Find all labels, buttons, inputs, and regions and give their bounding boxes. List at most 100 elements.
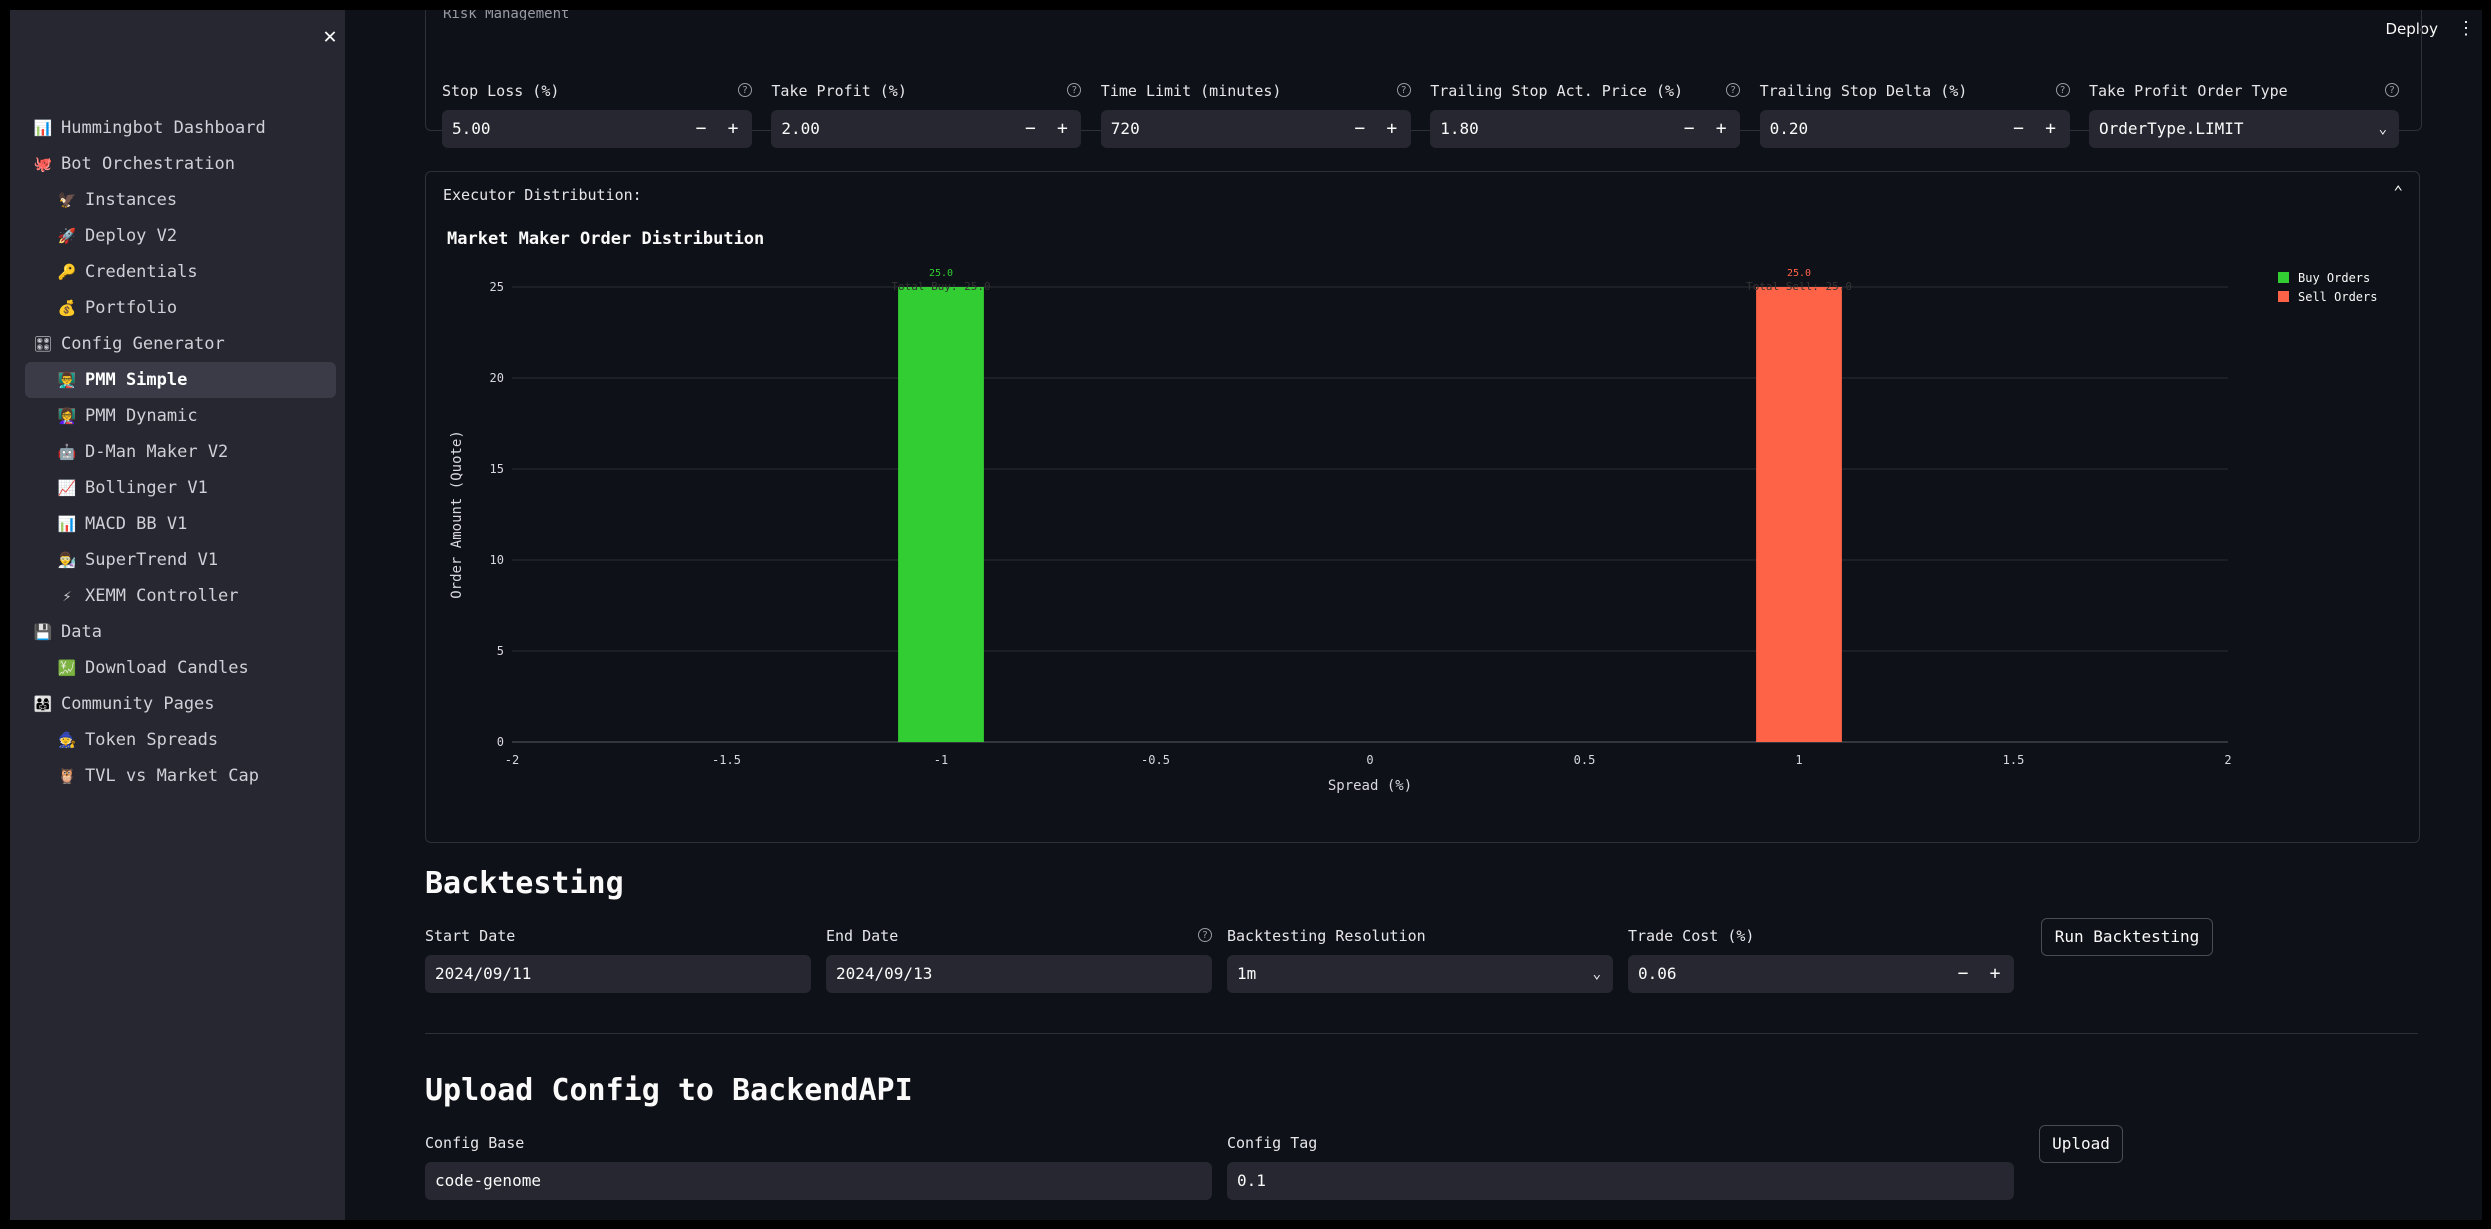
take-profit-order-type-value: OrderType.LIMIT [2099,119,2244,138]
sidebar-item-deploy-v2[interactable]: 🚀 Deploy V2 [25,218,336,254]
x-tick-label: 0 [1366,753,1373,767]
control-knobs-icon: 🎛 [33,335,53,353]
y-tick-label: 0 [497,735,504,749]
collapse-chevron-icon[interactable]: ⌃ [2393,182,2403,201]
rocket-icon: 🚀 [57,227,77,245]
sidebar-item-d-man-maker-v2[interactable]: 🤖 D-Man Maker V2 [25,434,336,470]
trade-cost-label: Trade Cost (%) [1628,927,1755,945]
chart-yen-icon: 💹 [57,659,77,677]
run-backtesting-button[interactable]: Run Backtesting [2041,918,2213,956]
increment-button[interactable]: + [1056,118,1068,139]
sidebar: ✕ 📊 Hummingbot Dashboard 🐙 Bot Orchestratio… [10,10,345,1220]
trailing-stop-act-price-field: Trailing Stop Act. Price (%)? 1.80 − + [1430,80,1741,148]
decrement-button[interactable]: − [695,118,707,139]
decrement-button[interactable]: − [2013,118,2025,139]
help-icon[interactable]: ? [2385,83,2399,97]
sidebar-item-label: Download Candles [85,658,249,678]
sidebar-item-label: Data [61,622,102,642]
sidebar-item-xemm-controller[interactable]: ⚡ XEMM Controller [25,578,336,614]
sidebar-item-download-candles[interactable]: 💹 Download Candles [25,650,336,686]
decrement-button[interactable]: − [1957,963,1969,984]
sidebar-item-community-pages[interactable]: 👨‍👩‍👧 Community Pages [25,686,336,722]
sidebar-item-data[interactable]: 💾 Data [25,614,336,650]
decrement-button[interactable]: − [1024,118,1036,139]
sidebar-item-config-generator[interactable]: 🎛 Config Generator [25,326,336,362]
x-tick-label: -0.5 [1141,753,1170,767]
sidebar-item-pmm-dynamic[interactable]: 👩‍🏫 PMM Dynamic [25,398,336,434]
stop-loss-input[interactable]: 5.00 − + [442,110,752,148]
sidebar-item-label: Bot Orchestration [61,154,235,174]
help-icon[interactable]: ? [1726,83,1741,97]
take-profit-order-type-input[interactable]: OrderType.LIMIT ⌄ [2089,110,2399,148]
sidebar-item-instances[interactable]: 🦅 Instances [25,182,336,218]
buy-orders-legend-swatch [2278,272,2289,283]
sell-orders-legend-label: Sell Orders [2298,290,2377,304]
decrement-button[interactable]: − [1354,118,1366,139]
risk-management-title: Risk Management [443,10,570,20]
chevron-down-icon: ⌄ [2378,121,2387,137]
increment-button[interactable]: + [727,118,739,139]
time-limit-minutes-input[interactable]: 720 − + [1100,110,1411,148]
close-sidebar-icon[interactable]: ✕ [323,24,337,49]
y-tick-label: 5 [497,644,504,658]
sidebar-item-label: Instances [85,190,178,210]
trailing-stop-act-price-input[interactable]: 1.80 − + [1430,110,1741,148]
chart-title: Market Maker Order Distribution [447,229,765,249]
sidebar-item-portfolio[interactable]: 💰 Portfolio [25,290,336,326]
take-profit-input[interactable]: 2.00 − + [771,110,1082,148]
sidebar-item-label: PMM Dynamic [85,406,198,426]
x-tick-label: -1.5 [712,753,741,767]
deploy-button[interactable]: Deploy [2385,20,2438,38]
sidebar-item-pmm-simple[interactable]: 👨‍🏫 PMM Simple [25,362,336,398]
scientist-icon: 👨‍🔬 [57,551,77,569]
sidebar-item-hummingbot-dashboard[interactable]: 📊 Hummingbot Dashboard [25,110,336,146]
lightning-icon: ⚡ [62,587,72,605]
sidebar-item-label: Bollinger V1 [85,478,208,498]
help-icon[interactable]: ? [2055,83,2070,97]
risk-management-panel: Risk Management [425,10,2422,131]
help-icon[interactable]: ? [738,83,752,97]
sidebar-item-token-spreads[interactable]: 🧙 Token Spreads [25,722,336,758]
backtesting-resolution-value: 1m [1237,964,1257,983]
robot-icon: 🤖 [57,443,77,461]
help-icon[interactable]: ? [1198,928,1212,942]
config-base-input[interactable]: code-genome [425,1162,1212,1200]
config-tag-input[interactable]: 0.1 [1227,1162,2014,1200]
backtesting-resolution-label: Backtesting Resolution [1227,927,1426,945]
upload-button[interactable]: Upload [2039,1125,2123,1163]
sidebar-item-label: PMM Simple [85,370,188,390]
backtesting-resolution-select[interactable]: 1m ⌄ [1227,955,1613,993]
decrement-button[interactable]: − [1683,118,1695,139]
sidebar-item-label: Hummingbot Dashboard [61,118,266,138]
start-date-input[interactable]: 2024/09/11 [425,955,811,993]
buy-orders-legend-label: Buy Orders [2298,271,2370,285]
sidebar-item-supertrend-v1[interactable]: 👨‍🔬 SuperTrend V1 [25,542,336,578]
increment-button[interactable]: + [2045,118,2057,139]
sell-orders-bar [1756,287,1842,742]
sidebar-item-credentials[interactable]: 🔑 Credentials [25,254,336,290]
stop-loss-field: Stop Loss (%)? 5.00 − + [442,80,752,148]
take-profit-value: 2.00 [781,119,820,138]
x-tick-label: -2 [505,753,519,767]
sidebar-item-bot-orchestration[interactable]: 🐙 Bot Orchestration [25,146,336,182]
sidebar-item-tvl-vs-market-cap[interactable]: 🦉 TVL vs Market Cap [25,758,336,794]
trade-cost-input[interactable]: 0.06 − + [1628,955,2014,993]
sidebar-item-bollinger-v1[interactable]: 📈 Bollinger V1 [25,470,336,506]
trailing-stop-delta-input[interactable]: 0.20 − + [1759,110,2070,148]
increment-button[interactable]: + [1386,118,1398,139]
increment-button[interactable]: + [1715,118,1727,139]
main-menu-icon[interactable]: ⋮ [2457,18,2475,39]
sidebar-item-label: Config Generator [61,334,225,354]
help-icon[interactable]: ? [1396,83,1411,97]
trailing-stop-delta-label: Trailing Stop Delta (%) [1759,82,1968,100]
end-date-input[interactable]: 2024/09/13 [826,955,1212,993]
eagle-icon: 🦅 [57,191,77,209]
take-profit-field: Take Profit (%)? 2.00 − + [771,80,1082,148]
increment-button[interactable]: + [1989,963,2001,984]
teacher-icon: 👨‍🏫 [57,371,77,389]
help-icon[interactable]: ? [1067,83,1082,97]
chart-up-icon: 📈 [57,479,77,497]
sidebar-item-label: SuperTrend V1 [85,550,219,570]
config-tag-label: Config Tag [1227,1134,1318,1152]
sidebar-item-macd-bb-v1[interactable]: 📊 MACD BB V1 [25,506,336,542]
